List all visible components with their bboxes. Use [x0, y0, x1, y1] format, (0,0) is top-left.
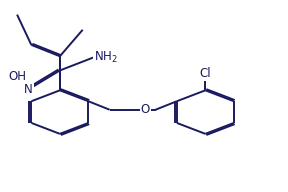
Text: Cl: Cl [200, 67, 211, 80]
Text: NH$_2$: NH$_2$ [94, 50, 118, 65]
Text: O: O [141, 103, 150, 116]
Text: OH: OH [8, 70, 26, 83]
Text: N: N [24, 83, 33, 96]
